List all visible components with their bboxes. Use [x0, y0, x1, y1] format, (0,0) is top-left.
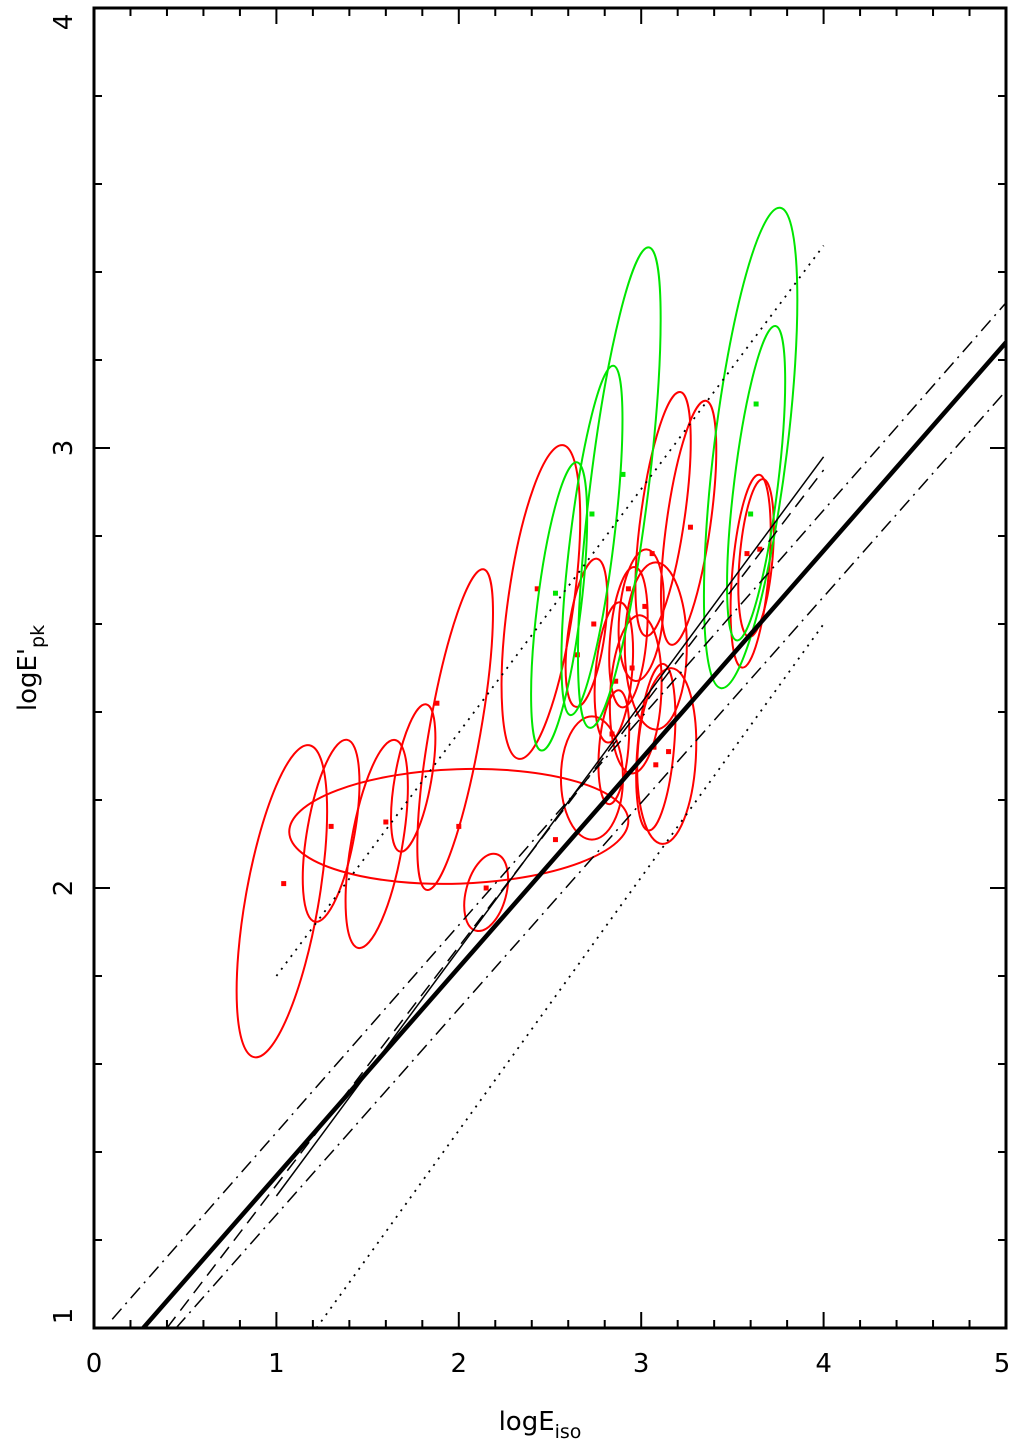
red-data-point-14	[629, 665, 635, 671]
red-error-ellipse-11	[597, 689, 631, 806]
green-data-point-1	[552, 590, 558, 596]
red-error-ellipse-2	[301, 738, 361, 923]
dash-dot-line-5	[175, 390, 1006, 1328]
red-data-point-12	[613, 678, 619, 684]
red-error-ellipse-19	[634, 390, 692, 638]
thick-solid-line-1	[141, 340, 1006, 1328]
red-data-point-1	[281, 881, 287, 887]
x-tick-label: 0	[86, 1349, 103, 1379]
y-tick-label: 4	[49, 14, 79, 31]
red-error-ellipse-7	[463, 852, 510, 933]
x-tick-label: 3	[633, 1349, 650, 1379]
green-data-point-5	[753, 401, 759, 407]
red-error-ellipse-16	[623, 561, 688, 731]
y-axis-label-sub: pk	[27, 625, 49, 648]
red-data-point-8	[534, 586, 540, 592]
dot-line-7	[315, 623, 825, 1328]
red-data-point-5	[456, 823, 462, 829]
red-data-point-22	[757, 546, 763, 552]
red-error-ellipse-5	[288, 767, 630, 885]
tick-labels: 0 1 2 3 4 5 1 2 3 4	[49, 14, 1010, 1379]
red-data-point-7	[552, 837, 558, 843]
plot-frame	[92, 6, 1008, 1330]
y-tick-label: 1	[49, 1308, 79, 1325]
green-data-point-2	[589, 511, 595, 517]
y-tick-label: 2	[49, 880, 79, 897]
red-error-ellipse-21	[729, 473, 772, 669]
red-data-point-13	[625, 586, 631, 592]
red-data-point-18	[653, 762, 659, 768]
fit-lines	[111, 245, 1006, 1328]
thin-solid-line-2	[275, 456, 825, 1197]
red-error-ellipse-15	[617, 548, 665, 682]
green-data-point-4	[748, 511, 754, 517]
red-error-ellipse-9	[564, 557, 609, 708]
red-data-point-19	[666, 749, 672, 755]
green-error-ellipse-5	[726, 324, 787, 642]
dot-line-6	[275, 245, 825, 977]
red-error-ellipse-6	[416, 568, 494, 891]
green-error-ellipse-2	[560, 364, 624, 717]
green-error-ellipse-1	[530, 461, 589, 752]
red-data-point-21	[744, 551, 750, 557]
red-data-point-6	[483, 885, 489, 891]
x-tick-label: 5	[994, 1349, 1011, 1379]
y-axis-label: logE'	[13, 648, 43, 711]
red-data-point-15	[642, 603, 648, 609]
dash-line-3	[166, 469, 825, 1328]
x-tick-label: 2	[451, 1349, 468, 1379]
x-tick-label: 4	[815, 1349, 832, 1379]
data-layer	[235, 206, 799, 1059]
red-error-ellipse-1	[235, 744, 329, 1059]
red-error-ellipse-14	[608, 614, 663, 775]
red-data-point-3	[383, 819, 389, 825]
y-axis-title: logE'pk	[13, 625, 49, 711]
x-axis-label: logE	[499, 1407, 555, 1437]
red-error-ellipse-3	[344, 738, 409, 950]
red-error-ellipse-18	[636, 667, 698, 845]
green-error-ellipse-3	[576, 246, 662, 729]
x-axis-label-sub: iso	[555, 1421, 582, 1443]
red-data-point-4	[434, 700, 440, 706]
red-error-ellipse-20	[659, 399, 718, 646]
red-data-point-20	[687, 524, 693, 530]
red-error-ellipse-4	[390, 703, 437, 853]
x-axis-title: logEiso	[499, 1407, 582, 1443]
y-tick-label: 3	[49, 440, 79, 457]
red-data-point-2	[328, 823, 334, 829]
green-error-ellipse-4	[702, 206, 799, 690]
red-error-ellipse-13	[608, 566, 649, 709]
red-data-point-10	[591, 621, 597, 627]
x-tick-label: 1	[268, 1349, 285, 1379]
dash-dot-line-4	[111, 302, 1006, 1320]
green-data-point-3	[620, 471, 626, 477]
red-data-point-16	[649, 551, 655, 557]
axis-ticks	[93, 7, 1007, 1329]
red-data-point-11	[609, 731, 615, 737]
